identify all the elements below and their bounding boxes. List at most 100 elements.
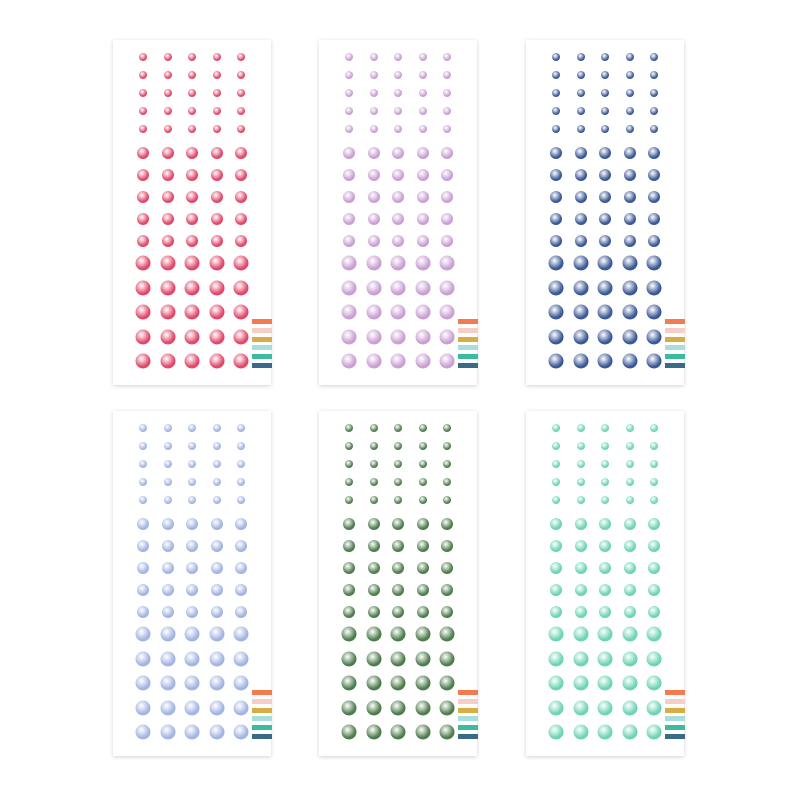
enamel-dot xyxy=(419,125,427,133)
enamel-dot xyxy=(419,71,427,79)
enamel-dot xyxy=(137,147,149,159)
enamel-dot xyxy=(162,213,174,225)
enamel-dot xyxy=(235,213,247,225)
enamel-dot xyxy=(211,562,223,574)
enamel-dot xyxy=(343,606,355,618)
enamel-dot xyxy=(552,107,560,115)
enamel-dot xyxy=(341,329,357,344)
enamel-dot xyxy=(368,518,380,530)
enamel-dot xyxy=(394,107,402,115)
enamel-dot xyxy=(550,191,562,203)
enamel-dot xyxy=(552,496,560,504)
enamel-dot xyxy=(370,71,378,79)
enamel-dot xyxy=(415,700,431,715)
enamel-dot xyxy=(548,675,564,691)
enamel-dot xyxy=(341,651,357,666)
enamel-dot xyxy=(368,213,380,225)
palette-stripe xyxy=(458,327,478,333)
enamel-dot xyxy=(441,518,453,530)
enamel-dot xyxy=(552,125,560,133)
palette-stripe xyxy=(252,345,272,351)
enamel-dot xyxy=(601,478,609,486)
enamel-dot xyxy=(135,280,151,295)
enamel-dot xyxy=(237,125,245,133)
enamel-dot xyxy=(235,518,247,530)
enamel-dot xyxy=(441,584,453,596)
enamel-dot xyxy=(160,329,176,344)
enamel-dot xyxy=(626,478,634,486)
enamel-dot xyxy=(209,280,225,295)
enamel-dot xyxy=(135,651,151,666)
enamel-dot xyxy=(235,606,247,618)
enamel-dot xyxy=(550,213,562,225)
enamel-dot xyxy=(211,191,223,203)
enamel-dot xyxy=(366,255,382,271)
enamel-dot xyxy=(184,280,200,295)
enamel-dot xyxy=(137,235,149,247)
enamel-dot xyxy=(390,724,406,740)
enamel-dot xyxy=(343,540,355,552)
enamel-dot xyxy=(186,606,198,618)
enamel-dot xyxy=(548,626,564,642)
palette-stripe xyxy=(665,698,685,704)
enamel-dot xyxy=(443,89,451,97)
enamel-dot xyxy=(394,424,402,432)
enamel-dot xyxy=(577,107,585,115)
palette-stripe xyxy=(252,336,272,342)
enamel-dot xyxy=(650,424,658,432)
enamel-dot xyxy=(164,71,172,79)
enamel-dot xyxy=(597,675,613,691)
enamel-dot xyxy=(550,540,562,552)
enamel-dot xyxy=(209,651,225,666)
enamel-dot xyxy=(233,353,249,369)
enamel-dot xyxy=(209,255,225,271)
enamel-dot xyxy=(368,169,380,181)
enamel-dot xyxy=(209,353,225,369)
enamel-dot xyxy=(439,651,455,666)
palette-stripe xyxy=(252,363,272,368)
enamel-dot xyxy=(213,71,221,79)
enamel-dot xyxy=(213,53,221,61)
enamel-dot xyxy=(213,89,221,97)
enamel-dot xyxy=(370,125,378,133)
enamel-dot xyxy=(419,53,427,61)
palette-stripe xyxy=(458,734,478,739)
enamel-dot xyxy=(439,675,455,691)
enamel-dot xyxy=(648,235,660,247)
enamel-dot xyxy=(366,724,382,740)
enamel-dot xyxy=(341,626,357,642)
enamel-dot xyxy=(622,675,638,691)
enamel-dot xyxy=(599,540,611,552)
enamel-dot xyxy=(184,626,200,642)
enamel-dot xyxy=(575,562,587,574)
enamel-dot xyxy=(573,626,589,642)
enamel-dot xyxy=(415,304,431,320)
enamel-dot xyxy=(419,478,427,486)
palette-stripe xyxy=(665,707,685,713)
enamel-dot xyxy=(160,353,176,369)
enamel-dot xyxy=(139,496,147,504)
enamel-dot xyxy=(188,460,196,468)
enamel-dot xyxy=(366,329,382,344)
enamel-dot xyxy=(601,424,609,432)
enamel-dot xyxy=(186,235,198,247)
enamel-dot xyxy=(368,562,380,574)
palette-stripe xyxy=(665,354,685,360)
enamel-dot xyxy=(601,71,609,79)
enamel-dot xyxy=(135,353,151,369)
enamel-dot xyxy=(390,700,406,715)
enamel-dot xyxy=(370,89,378,97)
palette-stripe xyxy=(665,363,685,368)
enamel-dot xyxy=(135,255,151,271)
enamel-dot xyxy=(366,353,382,369)
enamel-dot xyxy=(370,496,378,504)
enamel-dot xyxy=(415,675,431,691)
enamel-dot xyxy=(186,213,198,225)
enamel-dot xyxy=(443,53,451,61)
enamel-dot xyxy=(211,235,223,247)
enamel-dot xyxy=(646,304,662,320)
enamel-dot xyxy=(368,147,380,159)
enamel-dot xyxy=(139,424,147,432)
enamel-dot xyxy=(550,606,562,618)
enamel-dot xyxy=(575,606,587,618)
